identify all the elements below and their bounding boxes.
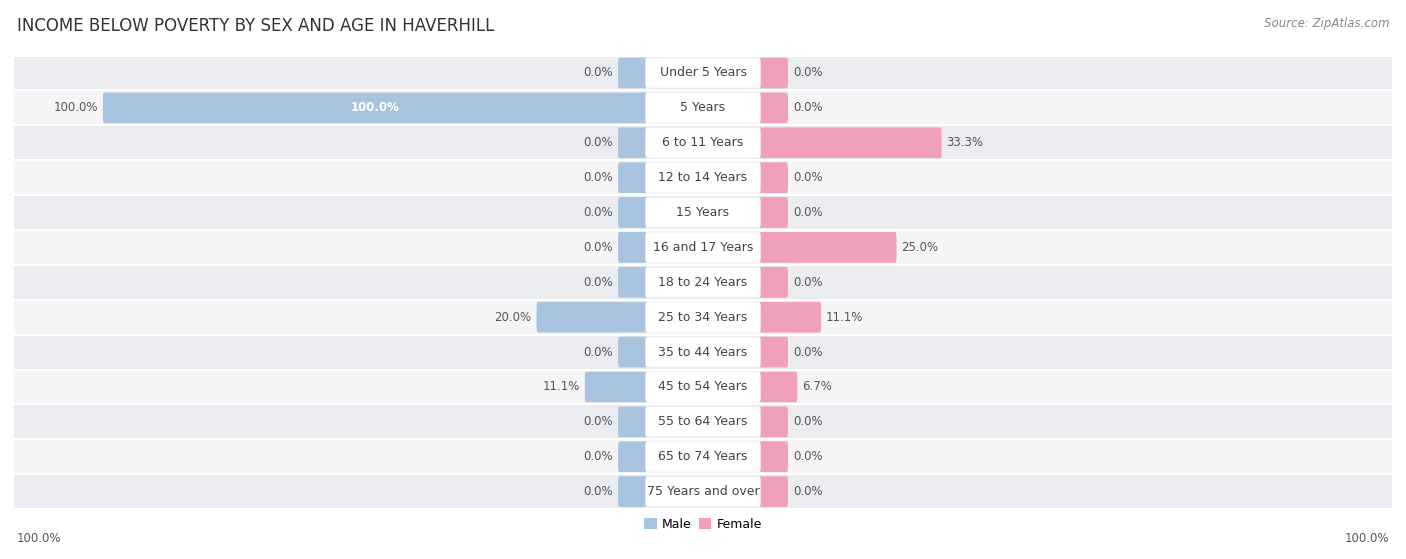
Text: 0.0%: 0.0% — [793, 101, 823, 115]
Text: 15 Years: 15 Years — [676, 206, 730, 219]
FancyBboxPatch shape — [619, 58, 647, 88]
FancyBboxPatch shape — [759, 127, 942, 158]
Text: 100.0%: 100.0% — [53, 101, 98, 115]
Text: 5 Years: 5 Years — [681, 101, 725, 115]
Text: 0.0%: 0.0% — [583, 276, 613, 289]
FancyBboxPatch shape — [645, 338, 761, 367]
Text: 0.0%: 0.0% — [583, 415, 613, 428]
FancyBboxPatch shape — [645, 233, 761, 262]
Text: 100.0%: 100.0% — [350, 101, 399, 115]
Bar — [14, 91, 1392, 125]
FancyBboxPatch shape — [619, 232, 647, 263]
FancyBboxPatch shape — [619, 442, 647, 472]
Text: 100.0%: 100.0% — [17, 532, 62, 545]
FancyBboxPatch shape — [645, 372, 761, 401]
Text: 33.3%: 33.3% — [946, 136, 983, 149]
FancyBboxPatch shape — [619, 162, 647, 193]
FancyBboxPatch shape — [759, 372, 797, 402]
Text: 45 to 54 Years: 45 to 54 Years — [658, 381, 748, 394]
Bar — [14, 230, 1392, 265]
Bar — [14, 195, 1392, 230]
Text: 75 Years and over: 75 Years and over — [647, 485, 759, 498]
Text: 20.0%: 20.0% — [495, 311, 531, 324]
Text: 0.0%: 0.0% — [583, 241, 613, 254]
Text: 25 to 34 Years: 25 to 34 Years — [658, 311, 748, 324]
Bar — [14, 160, 1392, 195]
FancyBboxPatch shape — [645, 407, 761, 437]
Text: 0.0%: 0.0% — [583, 206, 613, 219]
Text: 0.0%: 0.0% — [583, 171, 613, 184]
Text: 0.0%: 0.0% — [583, 450, 613, 463]
Bar — [14, 125, 1392, 160]
Text: INCOME BELOW POVERTY BY SEX AND AGE IN HAVERHILL: INCOME BELOW POVERTY BY SEX AND AGE IN H… — [17, 17, 495, 35]
Bar — [14, 474, 1392, 509]
Text: 0.0%: 0.0% — [793, 415, 823, 428]
Text: 0.0%: 0.0% — [583, 485, 613, 498]
FancyBboxPatch shape — [645, 163, 761, 192]
Text: 11.1%: 11.1% — [827, 311, 863, 324]
FancyBboxPatch shape — [645, 198, 761, 227]
Text: 0.0%: 0.0% — [583, 136, 613, 149]
Text: 25.0%: 25.0% — [901, 241, 939, 254]
FancyBboxPatch shape — [645, 477, 761, 506]
Bar — [14, 404, 1392, 439]
FancyBboxPatch shape — [645, 93, 761, 122]
Text: 6 to 11 Years: 6 to 11 Years — [662, 136, 744, 149]
Text: 55 to 64 Years: 55 to 64 Years — [658, 415, 748, 428]
FancyBboxPatch shape — [645, 58, 761, 88]
FancyBboxPatch shape — [645, 268, 761, 297]
Bar — [14, 55, 1392, 91]
Text: 11.1%: 11.1% — [543, 381, 579, 394]
FancyBboxPatch shape — [759, 442, 787, 472]
FancyBboxPatch shape — [759, 58, 787, 88]
FancyBboxPatch shape — [759, 232, 897, 263]
FancyBboxPatch shape — [645, 128, 761, 158]
Text: 0.0%: 0.0% — [793, 206, 823, 219]
Text: 35 to 44 Years: 35 to 44 Years — [658, 345, 748, 358]
FancyBboxPatch shape — [619, 406, 647, 437]
FancyBboxPatch shape — [759, 93, 787, 123]
FancyBboxPatch shape — [103, 93, 647, 123]
Text: 16 and 17 Years: 16 and 17 Years — [652, 241, 754, 254]
FancyBboxPatch shape — [619, 127, 647, 158]
Text: 0.0%: 0.0% — [793, 485, 823, 498]
Text: 100.0%: 100.0% — [1344, 532, 1389, 545]
FancyBboxPatch shape — [759, 302, 821, 333]
Text: 65 to 74 Years: 65 to 74 Years — [658, 450, 748, 463]
Bar — [14, 439, 1392, 474]
FancyBboxPatch shape — [619, 476, 647, 507]
Text: 18 to 24 Years: 18 to 24 Years — [658, 276, 748, 289]
FancyBboxPatch shape — [585, 372, 647, 402]
FancyBboxPatch shape — [759, 476, 787, 507]
FancyBboxPatch shape — [619, 337, 647, 367]
Text: 0.0%: 0.0% — [793, 67, 823, 79]
FancyBboxPatch shape — [537, 302, 647, 333]
Text: 0.0%: 0.0% — [793, 171, 823, 184]
FancyBboxPatch shape — [759, 267, 787, 297]
FancyBboxPatch shape — [759, 406, 787, 437]
Text: 0.0%: 0.0% — [793, 450, 823, 463]
FancyBboxPatch shape — [619, 197, 647, 228]
Text: 0.0%: 0.0% — [793, 345, 823, 358]
Text: 0.0%: 0.0% — [583, 345, 613, 358]
Text: Under 5 Years: Under 5 Years — [659, 67, 747, 79]
FancyBboxPatch shape — [619, 267, 647, 297]
Bar — [14, 369, 1392, 404]
Bar — [14, 265, 1392, 300]
Text: 0.0%: 0.0% — [793, 276, 823, 289]
Legend: Male, Female: Male, Female — [640, 513, 766, 536]
FancyBboxPatch shape — [645, 302, 761, 332]
FancyBboxPatch shape — [759, 337, 787, 367]
Bar — [14, 335, 1392, 369]
FancyBboxPatch shape — [759, 197, 787, 228]
Bar — [14, 300, 1392, 335]
Text: 0.0%: 0.0% — [583, 67, 613, 79]
Text: 12 to 14 Years: 12 to 14 Years — [658, 171, 748, 184]
FancyBboxPatch shape — [759, 162, 787, 193]
Text: 6.7%: 6.7% — [803, 381, 832, 394]
FancyBboxPatch shape — [645, 442, 761, 471]
Text: Source: ZipAtlas.com: Source: ZipAtlas.com — [1264, 17, 1389, 30]
